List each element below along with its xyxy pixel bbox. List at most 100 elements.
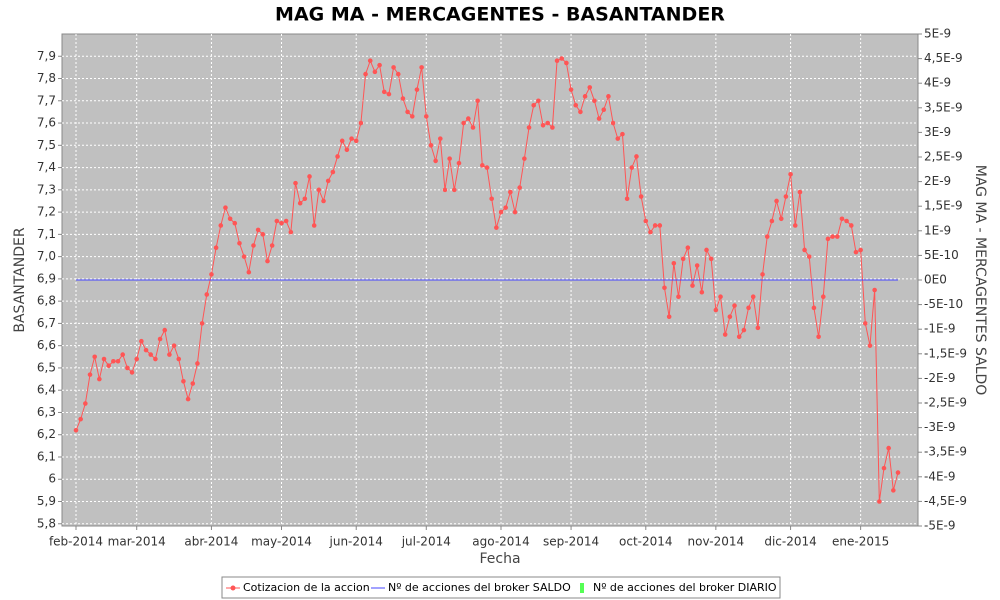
data-point <box>265 258 270 264</box>
data-point <box>816 334 821 340</box>
data-point <box>778 216 784 222</box>
data-point <box>456 160 462 166</box>
data-point <box>769 218 775 224</box>
data-point <box>690 283 695 288</box>
data-point <box>363 71 368 77</box>
data-point <box>732 303 737 308</box>
data-point <box>811 305 817 311</box>
data-point <box>755 325 761 331</box>
data-point <box>722 332 728 337</box>
data-point <box>316 187 322 193</box>
chart-title: MAG MA - MERCAGENTES - BASANTANDER <box>275 4 725 26</box>
y-tick-label: 6,5 <box>37 360 56 374</box>
data-point <box>792 223 798 228</box>
data-point <box>834 234 840 239</box>
data-point <box>587 85 593 90</box>
data-point <box>461 120 466 126</box>
data-point <box>162 327 168 333</box>
x-tick-label: abr-2014 <box>184 535 238 549</box>
data-point <box>241 254 247 259</box>
x-tick-label: mar-2014 <box>108 535 166 549</box>
data-point <box>531 102 537 108</box>
legend-label: Cotizacion de la accion <box>243 581 370 594</box>
data-point <box>652 223 658 228</box>
data-point <box>578 109 583 115</box>
data-point <box>386 91 392 97</box>
data-point <box>685 245 691 251</box>
data-point <box>204 292 210 297</box>
x-axis-label: Fecha <box>479 551 520 567</box>
data-point <box>680 256 686 262</box>
data-point <box>185 396 191 402</box>
data-point <box>895 470 901 475</box>
data-point <box>741 327 747 333</box>
data-point <box>727 314 733 320</box>
data-point <box>129 370 135 375</box>
data-point <box>325 178 331 184</box>
data-point <box>349 136 354 141</box>
data-point <box>381 89 387 95</box>
y-tick-label: 6,9 <box>37 271 56 285</box>
data-point <box>87 372 93 377</box>
data-point <box>788 171 793 177</box>
legend-swatch <box>230 585 236 591</box>
data-point <box>494 225 499 230</box>
y-tick-label: 7,0 <box>37 249 56 263</box>
data-point <box>414 87 420 92</box>
data-point <box>293 180 298 186</box>
x-tick-label: feb-2014 <box>49 535 103 549</box>
data-point <box>190 381 196 386</box>
data-point <box>802 247 807 253</box>
data-point <box>540 122 546 128</box>
data-point <box>517 185 522 190</box>
data-point <box>78 416 83 422</box>
y2-tick-label: 2E-9 <box>924 174 951 188</box>
data-point <box>536 98 541 104</box>
data-point <box>526 125 532 130</box>
data-point <box>227 216 233 222</box>
data-point <box>643 218 649 224</box>
legend-label: Nº de acciones del broker DIARIO <box>593 581 777 594</box>
data-point <box>437 136 443 141</box>
data-point <box>596 116 602 121</box>
data-point <box>629 165 635 170</box>
data-point <box>339 138 345 144</box>
data-point <box>269 243 275 248</box>
y2-tick-label: -3,5E-9 <box>924 445 967 459</box>
data-point <box>867 343 873 348</box>
y-tick-label: 5,8 <box>37 516 56 530</box>
y-tick-label: 6,8 <box>37 294 56 308</box>
data-point <box>288 229 294 235</box>
data-point <box>470 125 476 130</box>
data-point <box>704 247 709 253</box>
data-point <box>92 354 97 360</box>
x-tick-label: ago-2014 <box>472 535 529 549</box>
data-point <box>503 205 508 210</box>
y-tick-label: 7,9 <box>37 49 56 63</box>
data-point <box>863 321 868 326</box>
y2-tick-label: -3E-9 <box>924 420 956 434</box>
data-point <box>708 256 714 262</box>
data-point <box>671 261 677 266</box>
data-point <box>409 114 415 119</box>
y2-tick-label: -1E-9 <box>924 322 956 336</box>
data-point <box>610 120 616 126</box>
data-point <box>634 154 639 159</box>
data-point <box>718 294 723 299</box>
data-point <box>564 60 569 66</box>
y2-tick-label: 2,5E-9 <box>924 150 963 164</box>
y-tick-label: 7,2 <box>37 205 56 219</box>
data-point <box>213 245 219 251</box>
y-tick-label: 7,7 <box>37 93 56 107</box>
data-point <box>372 69 378 75</box>
data-point <box>344 147 350 153</box>
data-point <box>853 249 859 255</box>
data-point <box>480 163 485 168</box>
data-point <box>699 289 705 295</box>
y-tick-label: 7,1 <box>37 227 56 241</box>
x-tick-label: dic-2014 <box>764 535 816 549</box>
data-point <box>713 307 719 313</box>
data-point <box>237 240 242 246</box>
legend-swatch <box>580 583 584 593</box>
